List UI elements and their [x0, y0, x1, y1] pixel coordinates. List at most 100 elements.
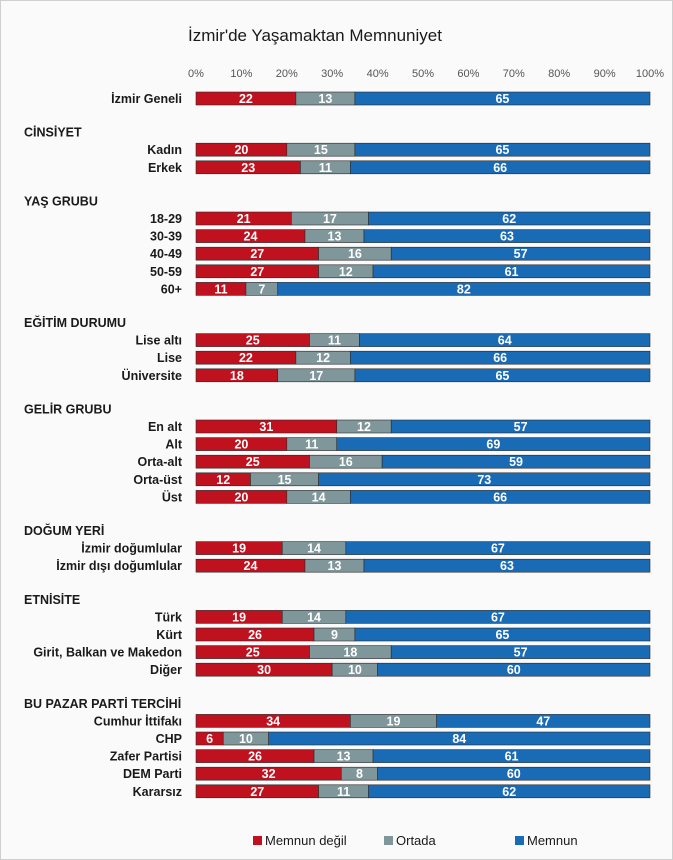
bar-value-label: 63 [500, 559, 514, 573]
x-tick-label: 30% [321, 68, 343, 80]
row-label: 60+ [161, 282, 182, 296]
bar-segment [318, 472, 651, 487]
bar-segment [372, 264, 651, 279]
x-axis-ticks: 0% 10% 20% 30% 40% 50% 60% 70% 80% 90% 100% [188, 68, 664, 80]
bar-value-label: 14 [307, 542, 321, 556]
group-header: GELİR GRUBU [24, 401, 112, 416]
bar-segment [345, 541, 651, 555]
bar-segment [350, 490, 651, 504]
group-header: CİNSİYET [24, 125, 82, 140]
row-label: Kadın [147, 143, 182, 157]
bar-value-label: 9 [331, 628, 338, 642]
bar-segment [436, 714, 651, 728]
bar-segment [354, 627, 651, 642]
x-tick-label: 100% [636, 68, 664, 80]
bar-value-label: 65 [495, 92, 509, 106]
bar-value-label: 12 [339, 265, 353, 279]
x-tick-label: 0% [188, 68, 204, 80]
bar-value-label: 16 [339, 455, 353, 469]
bar-value-label: 16 [348, 247, 362, 261]
row-label: 18-29 [150, 212, 182, 226]
bar-value-label: 34 [266, 714, 280, 728]
bar-segment [390, 645, 651, 659]
bar-value-label: 24 [244, 230, 258, 244]
bar-value-label: 11 [214, 282, 227, 296]
bar-value-label: 7 [258, 282, 265, 296]
group-header: BU PAZAR PARTİ TERCİHİ [24, 696, 181, 711]
bar-value-label: 59 [509, 455, 523, 469]
bar-value-label: 82 [457, 282, 471, 296]
bar-value-label: 11 [337, 785, 350, 799]
row-label: Cumhur İttifakı [94, 713, 182, 728]
bar-value-label: 18 [343, 646, 357, 660]
bar-value-label: 13 [328, 230, 342, 244]
row-label: CHP [156, 732, 182, 746]
row-label: Diğer [150, 663, 182, 677]
bar-segment [390, 419, 651, 434]
bar-value-label: 67 [491, 542, 505, 556]
bar-segment [350, 350, 651, 365]
bar-segment [381, 454, 651, 469]
bar-value-label: 14 [312, 490, 326, 504]
row-label: DEM Parti [123, 767, 182, 781]
bar-value-label: 13 [318, 92, 332, 106]
group-header: ETNİSİTE [24, 592, 80, 607]
x-tick-label: 60% [457, 68, 479, 80]
x-tick-label: 90% [594, 68, 616, 80]
group-header: YAŞ GRUBU [24, 194, 98, 208]
bar-value-label: 12 [216, 473, 230, 487]
bar-value-label: 21 [237, 212, 251, 226]
legend-label: Ortada [396, 833, 437, 848]
row-label: Erkek [148, 161, 182, 175]
bar-segment [359, 333, 651, 347]
bar-value-label: 10 [348, 663, 362, 677]
row-label: İzmir Geneli [111, 91, 182, 106]
row-label: Orta-üst [133, 473, 182, 487]
bar-value-label: 12 [357, 420, 371, 434]
bar-value-label: 27 [250, 785, 264, 799]
bar-value-label: 11 [305, 438, 318, 452]
bar-value-label: 11 [319, 161, 332, 175]
bar-segment [377, 662, 651, 677]
row-label: Lise [157, 351, 182, 365]
bar-value-label: 14 [307, 610, 321, 624]
bar-segment [268, 731, 651, 746]
row-label: Girit, Balkan ve Makedon [33, 646, 182, 660]
chart-rows: İzmir Geneli 22 13 65 CİNSİYET Kadın 20 15 65 Erk… [24, 91, 651, 799]
bar-value-label: 66 [493, 351, 507, 365]
bar-value-label: 69 [486, 438, 500, 452]
row-label: Üniversite [122, 368, 182, 383]
bar-value-label: 60 [507, 767, 521, 781]
legend: Memnun değil Ortada Memnun [253, 833, 578, 848]
bar-segment [372, 749, 651, 763]
bar-value-label: 20 [234, 143, 248, 157]
bar-value-label: 27 [250, 265, 264, 279]
bar-value-label: 63 [500, 230, 514, 244]
bar-segment [368, 784, 651, 799]
row-label: En alt [148, 420, 183, 434]
bar-value-label: 26 [248, 750, 262, 764]
bar-segment [377, 766, 651, 781]
bar-value-label: 66 [493, 490, 507, 504]
bar-value-label: 65 [495, 369, 509, 383]
x-tick-label: 40% [367, 68, 389, 80]
row-label: 30-39 [150, 230, 182, 244]
row-label: Orta-alt [138, 455, 183, 469]
bar-value-label: 18 [230, 369, 244, 383]
x-tick-label: 80% [548, 68, 570, 80]
row-label: Lise altı [135, 334, 182, 348]
row-label: Alt [165, 438, 183, 452]
row-label: 50-59 [150, 265, 182, 279]
bar-value-label: 61 [505, 750, 519, 764]
bar-segment [354, 142, 651, 157]
bar-value-label: 19 [232, 542, 246, 556]
legend-swatch [515, 836, 524, 845]
bar-value-label: 62 [502, 212, 516, 226]
bar-value-label: 20 [234, 490, 248, 504]
row-label: Üst [162, 489, 183, 504]
bar-value-label: 27 [250, 247, 264, 261]
row-label: İzmir dışı doğumlular [56, 558, 182, 573]
bar-value-label: 26 [248, 628, 262, 642]
row-label: İzmir doğumlular [81, 541, 182, 556]
